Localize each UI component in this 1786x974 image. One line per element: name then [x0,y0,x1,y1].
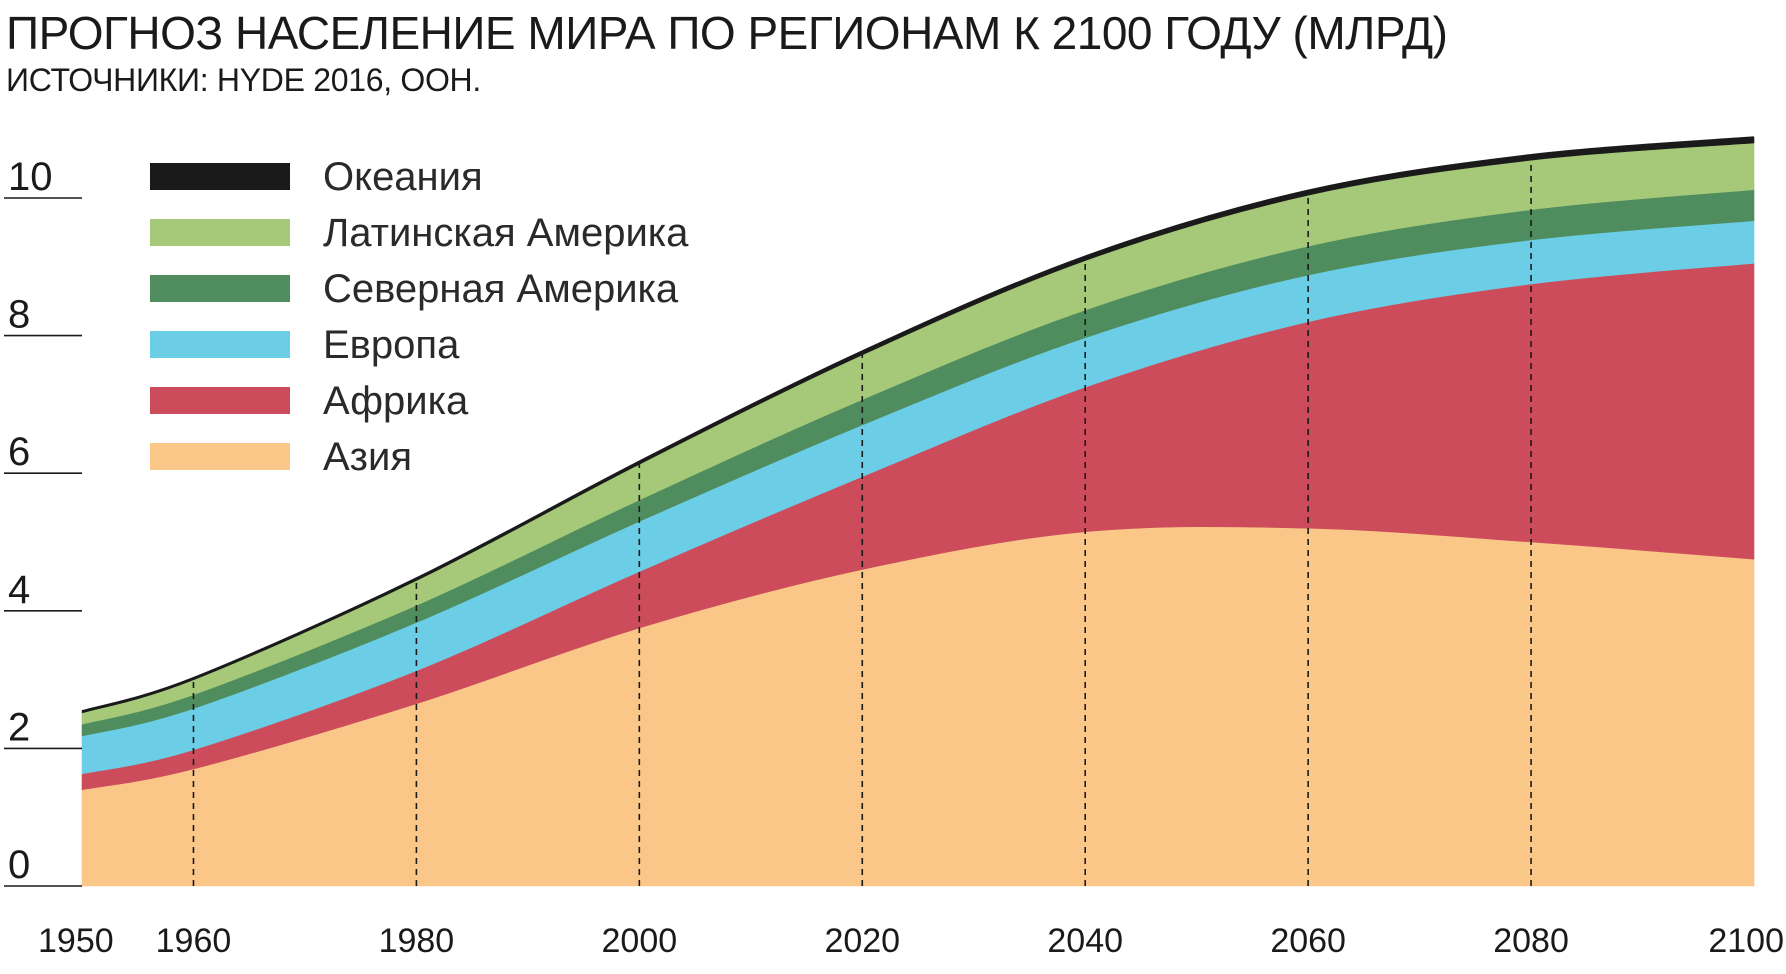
area-layers [81,136,1755,887]
x-tick-label-2000: 2000 [602,922,678,960]
x-axis: 1950 1960 1980 2000 2020 2040 2060 2080 2100 [38,922,1784,960]
legend-label-латинская-америка: Латинская Америка [323,211,689,255]
legend-label-африка: Африка [323,379,469,423]
area-edge-океания [81,136,1755,714]
legend-label-европа: Европа [323,323,460,367]
chart-subtitle: ИСТОЧНИКИ: HYDE 2016, ООН. [6,62,481,98]
y-tick-label-0: 0 [8,843,30,887]
legend-swatch-латинская-америка [150,219,290,246]
x-tick-label-2020: 2020 [824,922,900,960]
legend: Океания Латинская Америка Северная Америка… [150,155,689,479]
legend-label-северная-америка: Северная Америка [323,267,679,311]
reference-lines [192,155,1532,886]
legend-label-азия: Азия [323,435,412,479]
legend-label-океания: Океания [323,155,483,199]
legend-swatch-африка [150,387,290,414]
y-tick-label-10: 10 [8,155,53,199]
x-tick-label-2060: 2060 [1270,922,1346,960]
y-tick-label-6: 6 [8,430,30,474]
legend-swatch-европа [150,331,290,358]
legend-swatch-азия [150,443,290,470]
chart-title: ПРОГНОЗ НАСЕЛЕНИЕ МИРА ПО РЕГИОНАМ К 210… [6,7,1448,59]
x-tick-label-2080: 2080 [1493,922,1569,960]
legend-swatch-северная-америка [150,275,290,302]
x-tick-label-2100: 2100 [1708,922,1784,960]
legend-swatch-океания [150,163,290,190]
y-axis: 0 2 4 6 8 10 [4,155,82,887]
y-tick-label-8: 8 [8,293,30,337]
y-tick-label-2: 2 [8,705,30,749]
y-tick-label-4: 4 [8,568,30,612]
x-tick-label-2040: 2040 [1047,922,1123,960]
x-tick-label-1980: 1980 [379,922,455,960]
x-tick-label-1960: 1960 [156,922,232,960]
x-tick-label-1950: 1950 [38,922,114,960]
